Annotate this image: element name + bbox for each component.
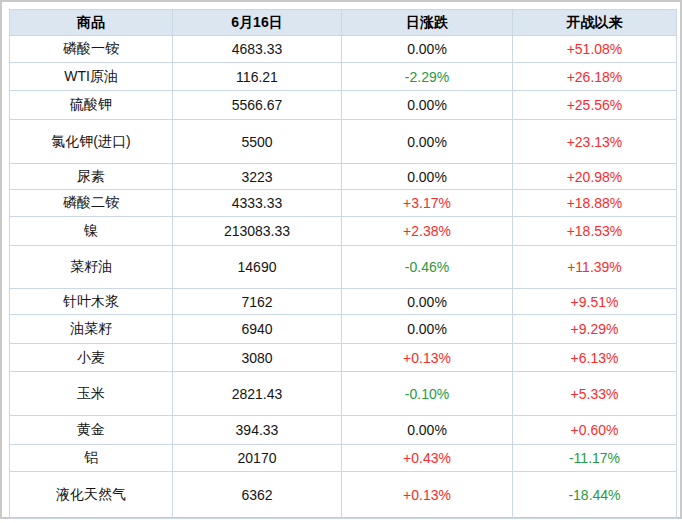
daily-change-cell: 0.00%	[342, 120, 513, 164]
since-war-change-cell: +26.18%	[513, 63, 677, 91]
price-cell: 14690	[173, 246, 342, 289]
table-row: 小麦3080+0.13%+6.13%	[10, 344, 677, 372]
table-header: 商品 6月16日 日涨跌 开战以来	[10, 10, 677, 36]
col-header-commodity: 商品	[10, 10, 173, 36]
commodity-name-cell: 硫酸钾	[10, 91, 173, 120]
price-cell: 3223	[173, 164, 342, 190]
commodity-name-cell: WTI原油	[10, 63, 173, 91]
price-cell: 7162	[173, 289, 342, 315]
table-row: 菜籽油14690-0.46%+11.39%	[10, 246, 677, 289]
table-row: 尿素32230.00%+20.98%	[10, 164, 677, 190]
commodity-name-cell: 磷酸一铵	[10, 36, 173, 63]
col-header-since-war: 开战以来	[513, 10, 677, 36]
price-cell: 4683.33	[173, 36, 342, 63]
table-row: 氯化钾(进口)55000.00%+23.13%	[10, 120, 677, 164]
price-cell: 5566.67	[173, 91, 342, 120]
since-war-change-cell: +23.13%	[513, 120, 677, 164]
table-row: WTI原油116.21-2.29%+26.18%	[10, 63, 677, 91]
since-war-change-cell: +18.88%	[513, 190, 677, 217]
since-war-change-cell: +51.08%	[513, 36, 677, 63]
daily-change-cell: 0.00%	[342, 36, 513, 63]
daily-change-cell: 0.00%	[342, 416, 513, 445]
since-war-change-cell: +6.13%	[513, 344, 677, 372]
daily-change-cell: -0.46%	[342, 246, 513, 289]
daily-change-cell: -0.10%	[342, 372, 513, 416]
price-cell: 2821.43	[173, 372, 342, 416]
commodity-name-cell: 磷酸二铵	[10, 190, 173, 217]
commodity-name-cell: 玉米	[10, 372, 173, 416]
price-cell: 5500	[173, 120, 342, 164]
table-row: 黄金394.330.00%+0.60%	[10, 416, 677, 445]
daily-change-cell: +0.13%	[342, 472, 513, 519]
since-war-change-cell: +9.51%	[513, 289, 677, 315]
table-row: 液化天然气6362+0.13%-18.44%	[10, 472, 677, 519]
table-row: 油菜籽69400.00%+9.29%	[10, 315, 677, 344]
col-header-date: 6月16日	[173, 10, 342, 36]
since-war-change-cell: +0.60%	[513, 416, 677, 445]
commodity-name-cell: 菜籽油	[10, 246, 173, 289]
daily-change-cell: +0.43%	[342, 445, 513, 472]
daily-change-cell: +0.13%	[342, 344, 513, 372]
commodity-name-cell: 小麦	[10, 344, 173, 372]
daily-change-cell: 0.00%	[342, 289, 513, 315]
commodity-name-cell: 针叶木浆	[10, 289, 173, 315]
since-war-change-cell: -11.17%	[513, 445, 677, 472]
commodity-name-cell: 油菜籽	[10, 315, 173, 344]
since-war-change-cell: +5.33%	[513, 372, 677, 416]
table-row: 针叶木浆71620.00%+9.51%	[10, 289, 677, 315]
commodity-price-table: 商品 6月16日 日涨跌 开战以来 磷酸一铵4683.330.00%+51.08…	[9, 9, 677, 519]
table-body: 磷酸一铵4683.330.00%+51.08%WTI原油116.21-2.29%…	[10, 36, 677, 519]
price-cell: 3080	[173, 344, 342, 372]
commodity-name-cell: 黄金	[10, 416, 173, 445]
price-cell: 4333.33	[173, 190, 342, 217]
daily-change-cell: +3.17%	[342, 190, 513, 217]
table-row: 玉米2821.43-0.10%+5.33%	[10, 372, 677, 416]
table-row: 磷酸二铵4333.33+3.17%+18.88%	[10, 190, 677, 217]
daily-change-cell: 0.00%	[342, 164, 513, 190]
commodity-name-cell: 尿素	[10, 164, 173, 190]
table-row: 镍213083.33+2.38%+18.53%	[10, 217, 677, 246]
commodity-name-cell: 铝	[10, 445, 173, 472]
commodity-name-cell: 液化天然气	[10, 472, 173, 519]
since-war-change-cell: -18.44%	[513, 472, 677, 519]
since-war-change-cell: +18.53%	[513, 217, 677, 246]
daily-change-cell: 0.00%	[342, 91, 513, 120]
table-row: 磷酸一铵4683.330.00%+51.08%	[10, 36, 677, 63]
since-war-change-cell: +11.39%	[513, 246, 677, 289]
header-row: 商品 6月16日 日涨跌 开战以来	[10, 10, 677, 36]
price-cell: 116.21	[173, 63, 342, 91]
price-cell: 6940	[173, 315, 342, 344]
commodity-name-cell: 氯化钾(进口)	[10, 120, 173, 164]
since-war-change-cell: +9.29%	[513, 315, 677, 344]
since-war-change-cell: +20.98%	[513, 164, 677, 190]
page-frame: 商品 6月16日 日涨跌 开战以来 磷酸一铵4683.330.00%+51.08…	[0, 0, 682, 519]
col-header-daily-change: 日涨跌	[342, 10, 513, 36]
since-war-change-cell: +25.56%	[513, 91, 677, 120]
daily-change-cell: +2.38%	[342, 217, 513, 246]
daily-change-cell: -2.29%	[342, 63, 513, 91]
commodity-name-cell: 镍	[10, 217, 173, 246]
daily-change-cell: 0.00%	[342, 315, 513, 344]
price-cell: 20170	[173, 445, 342, 472]
price-cell: 213083.33	[173, 217, 342, 246]
price-cell: 394.33	[173, 416, 342, 445]
table-row: 铝20170+0.43%-11.17%	[10, 445, 677, 472]
table-row: 硫酸钾5566.670.00%+25.56%	[10, 91, 677, 120]
price-cell: 6362	[173, 472, 342, 519]
